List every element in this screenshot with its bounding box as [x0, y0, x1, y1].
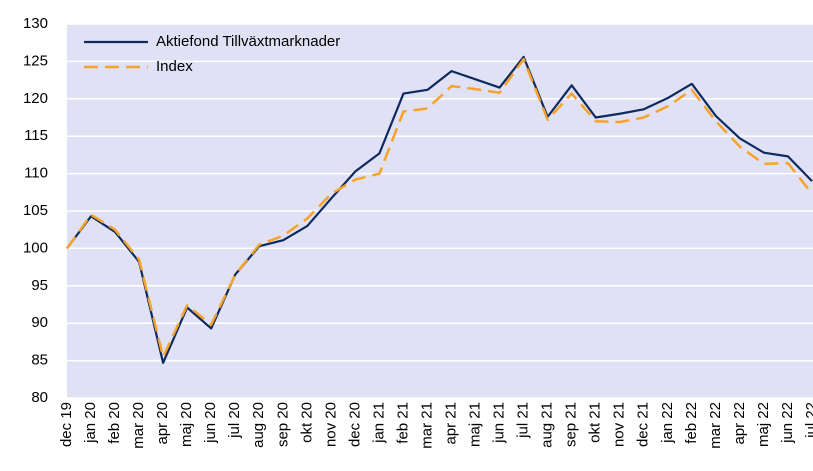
x-tick-label: apr 21 [442, 402, 459, 445]
x-tick-label: jan 22 [659, 402, 676, 444]
x-tick-label: dec 19 [58, 402, 75, 447]
x-tick-label: mar 22 [707, 402, 724, 449]
x-tick-label: jan 20 [82, 402, 99, 444]
line-series [65, 57, 813, 359]
y-tick-label: 100 [23, 239, 48, 256]
y-tick-label: 80 [31, 389, 48, 406]
x-tick-label: dec 21 [635, 402, 652, 447]
y-tick-label: 110 [24, 165, 48, 182]
x-tick-label: feb 20 [106, 402, 123, 444]
x-tick-label: jul 22 [803, 402, 813, 439]
x-tick-label: nov 20 [322, 402, 339, 447]
y-tick-label: 85 [31, 352, 48, 369]
legend-label: Index [156, 58, 193, 75]
y-tick-label: 90 [31, 314, 48, 331]
x-tick-label: sep 21 [563, 402, 580, 447]
x-tick-label: nov 21 [611, 402, 628, 447]
x-tick-label: apr 22 [731, 402, 748, 445]
y-tick-label: 105 [23, 202, 48, 219]
x-tick-label: mar 20 [130, 402, 147, 449]
x-tick-label: jul 20 [226, 402, 243, 439]
x-tick-label: feb 22 [683, 402, 700, 444]
x-tick-label: jun 20 [202, 402, 219, 444]
x-tick-label: okt 21 [587, 402, 604, 443]
x-tick-label: jun 21 [491, 402, 508, 444]
x-tick-label: sep 20 [274, 402, 291, 447]
y-tick-label: 115 [24, 127, 48, 144]
x-tick-label: okt 20 [298, 402, 315, 443]
x-tick-label: apr 20 [154, 402, 171, 445]
x-tick-label: jul 21 [515, 402, 532, 439]
x-tick-label: feb 21 [394, 402, 411, 444]
x-tick-label: jan 21 [370, 402, 387, 444]
y-tick-label: 125 [23, 52, 48, 69]
y-tick-label: 95 [31, 277, 48, 294]
legend-label: Aktiefond Tillväxtmarknader [156, 33, 340, 50]
x-tick-label: aug 20 [250, 402, 267, 448]
x-tick-label: maj 20 [178, 402, 195, 447]
x-tick-label: aug 21 [539, 402, 556, 448]
line-series [66, 55, 813, 364]
y-tick-label: 130 [23, 15, 48, 32]
x-tick-label: mar 21 [418, 402, 435, 449]
x-tick-label: dec 20 [346, 402, 363, 447]
x-tick-label: maj 21 [467, 402, 484, 447]
x-tick-label: jun 22 [779, 402, 796, 444]
y-tick-label: 120 [23, 90, 48, 107]
x-tick-label: maj 22 [755, 402, 772, 447]
